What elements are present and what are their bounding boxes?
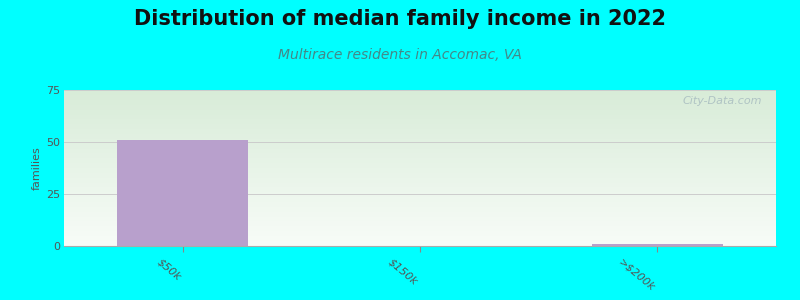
Bar xyxy=(118,140,248,246)
Bar xyxy=(592,244,722,246)
Text: City-Data.com: City-Data.com xyxy=(682,96,762,106)
Y-axis label: families: families xyxy=(31,146,42,190)
Text: Multirace residents in Accomac, VA: Multirace residents in Accomac, VA xyxy=(278,48,522,62)
Text: Distribution of median family income in 2022: Distribution of median family income in … xyxy=(134,9,666,29)
